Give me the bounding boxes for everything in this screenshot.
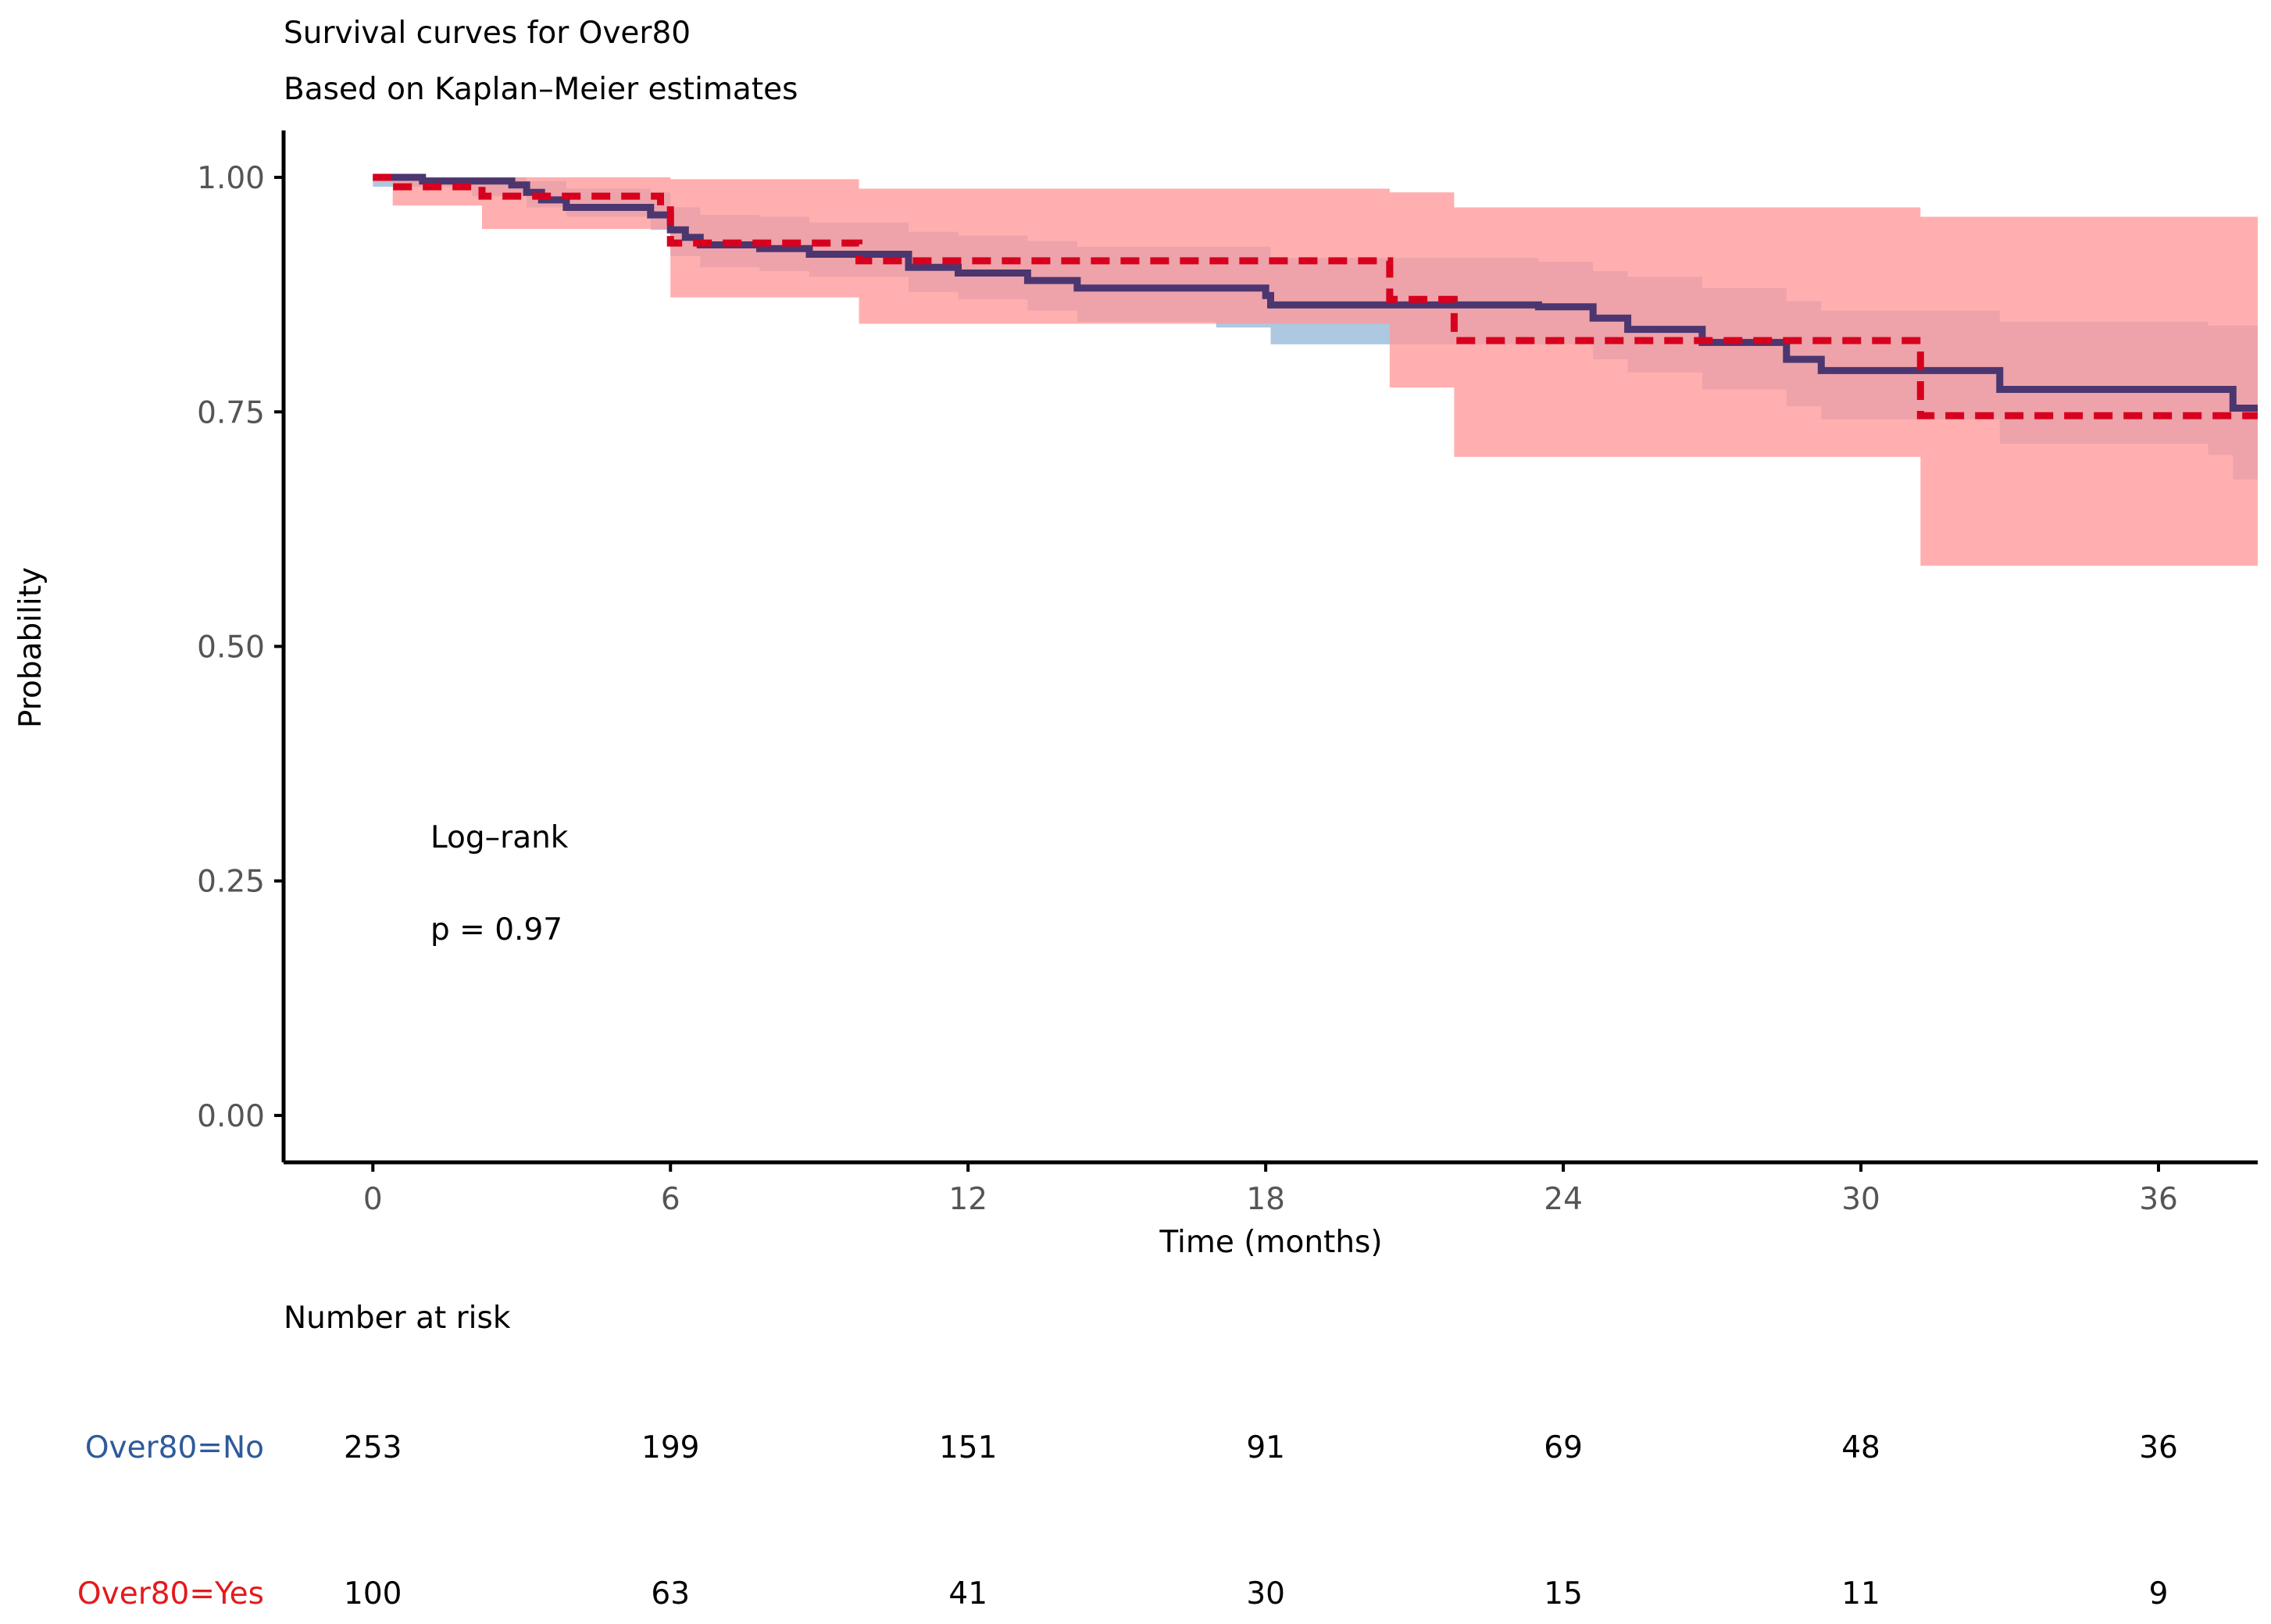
logrank-pvalue: p = 0.97 <box>430 912 562 948</box>
risk-value-over80-yes: 30 <box>1246 1576 1285 1612</box>
chart-title: Survival curves for Over80 <box>284 16 691 51</box>
risk-value-over80-no: 69 <box>1544 1430 1583 1465</box>
confidence-band-over80-yes <box>373 177 2258 566</box>
risk-row-label-over80-no: Over80=No <box>85 1430 264 1465</box>
y-tick-label: 0.50 <box>197 630 265 666</box>
survival-curves <box>373 173 2258 419</box>
risk-value-over80-no: 151 <box>939 1430 997 1465</box>
x-tick-label: 24 <box>1544 1182 1583 1217</box>
x-tick-label: 36 <box>2139 1182 2178 1217</box>
y-axis-label: Probability <box>13 567 48 728</box>
x-tick-label: 12 <box>948 1182 987 1217</box>
x-axis-ticks: 0 6 12 18 24 30 36 <box>363 1162 2178 1217</box>
survival-curve-over80-yes <box>373 173 2258 419</box>
y-tick-label: 0.00 <box>197 1099 265 1134</box>
x-tick-label: 30 <box>1841 1182 1880 1217</box>
risk-value-over80-yes: 9 <box>2149 1576 2169 1612</box>
y-tick-label: 0.25 <box>197 865 265 900</box>
risk-value-over80-yes: 15 <box>1544 1576 1583 1612</box>
x-tick-label: 0 <box>363 1182 383 1217</box>
logrank-label: Log–rank <box>430 820 569 855</box>
plot-area <box>373 173 2258 566</box>
x-tick-label: 18 <box>1246 1182 1285 1217</box>
risk-value-over80-no: 199 <box>641 1430 699 1465</box>
risk-row-label-over80-yes: Over80=Yes <box>77 1576 264 1612</box>
risk-table: Over80=No 253 199 151 91 69 48 36 Over80=Yes 100 6… <box>77 1430 2178 1612</box>
risk-value-over80-yes: 41 <box>948 1576 987 1612</box>
risk-value-over80-no: 253 <box>344 1430 402 1465</box>
survival-curve-over80-no <box>373 173 2258 412</box>
risk-value-over80-no: 48 <box>1841 1430 1880 1465</box>
risk-value-over80-yes: 11 <box>1841 1576 1880 1612</box>
risk-value-over80-yes: 63 <box>651 1576 690 1612</box>
risk-table-title: Number at risk <box>284 1301 511 1336</box>
y-axis-ticks: 0.00 0.25 0.50 0.75 1.00 <box>197 161 284 1134</box>
x-tick-label: 6 <box>661 1182 680 1217</box>
y-tick-label: 1.00 <box>197 161 265 196</box>
y-tick-label: 0.75 <box>197 395 265 430</box>
x-axis-label: Time (months) <box>1159 1225 1382 1260</box>
risk-value-over80-no: 36 <box>2139 1430 2178 1465</box>
risk-value-over80-yes: 100 <box>344 1576 402 1612</box>
chart-subtitle: Based on Kaplan–Meier estimates <box>284 72 798 107</box>
risk-value-over80-no: 91 <box>1246 1430 1285 1465</box>
